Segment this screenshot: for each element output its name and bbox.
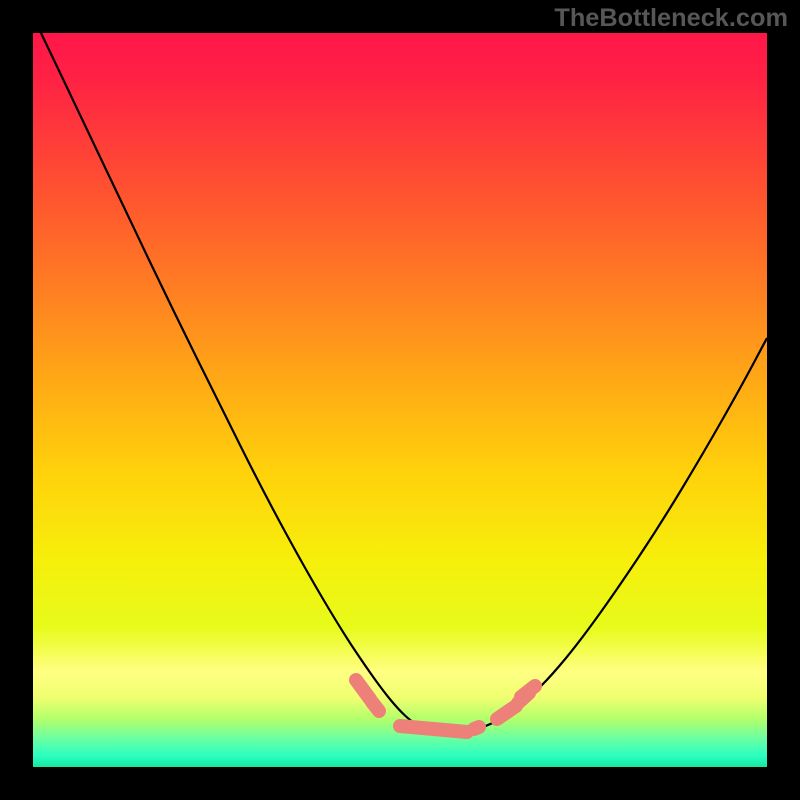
plot-border (33, 33, 767, 767)
chart-stage: TheBottleneck.com (0, 0, 800, 800)
watermark-text: TheBottleneck.com (554, 4, 788, 33)
